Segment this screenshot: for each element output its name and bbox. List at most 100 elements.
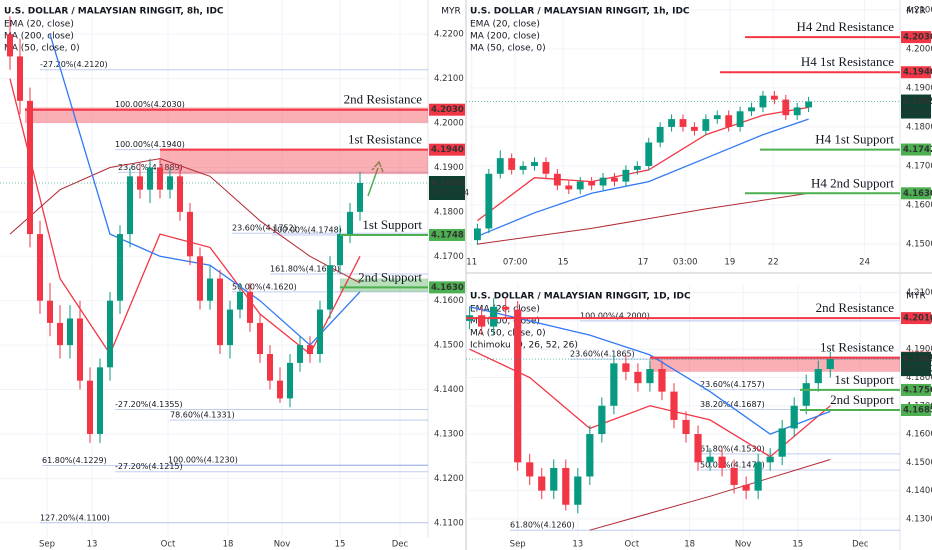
candle-body: [646, 369, 654, 384]
x-tick-label: 03:00: [673, 258, 698, 268]
currency: MYR: [906, 7, 926, 17]
level-label: H4 1st Resistance: [801, 54, 894, 69]
fib-label: 78.60%(4.1331): [170, 411, 235, 420]
y-tick-label: 4.2100: [906, 5, 932, 15]
candle-body: [473, 228, 481, 241]
candle-body: [748, 107, 755, 112]
legend-entry: Ichimoku (9, 26, 52, 26): [470, 341, 578, 351]
candle-body: [668, 119, 676, 127]
fib-label: 100.00%(4.1940): [115, 140, 185, 149]
y-tick-label: 4.1600: [434, 296, 464, 306]
y-tick-label: 4.1400: [434, 385, 464, 395]
candle-body: [357, 182, 363, 212]
x-tick-label: 18: [684, 540, 695, 550]
candle-body: [478, 315, 486, 327]
candle-body: [574, 476, 582, 505]
y-tick-label: 4.1500: [906, 240, 932, 250]
x-tick-label: Dec: [852, 540, 869, 550]
level-zone: [340, 278, 428, 292]
candle-body: [197, 256, 203, 301]
price-label: 4.1756: [903, 385, 932, 395]
level-label: H4 1st Support: [815, 132, 894, 147]
fib-label: 23.60%(4.1752): [232, 224, 297, 233]
chart-title: U.S. DOLLAR / MALAYSIAN RINGGIT, 1h, IDC: [470, 7, 690, 17]
y-tick-label: 4.2100: [434, 74, 464, 84]
y-tick-label: 4.1500: [906, 458, 932, 468]
candle-body: [237, 291, 243, 310]
legend-entry: MA (50, close, 0): [470, 44, 546, 54]
price-label: 4.1630: [431, 283, 464, 293]
price-label-box: [901, 66, 931, 79]
fib-label: 100.00%(4.2030): [115, 100, 185, 109]
candle-body: [599, 177, 607, 186]
fib-label: -27.20%(4.1355): [115, 400, 183, 409]
price-label: 4.1940: [903, 68, 932, 78]
chart-title: U.S. DOLLAR / MALAYSIAN RINGGIT, 8h, IDC: [4, 7, 224, 17]
candle-body: [634, 371, 642, 384]
level-zone: [650, 357, 900, 372]
fib-label: 50.00%(4.1473): [700, 460, 765, 469]
candle-body: [97, 367, 103, 434]
x-tick-label: 07:00: [503, 258, 528, 268]
x-tick-label: 18: [223, 540, 234, 550]
level-label: 2nd Resistance: [816, 300, 895, 315]
candle-body: [502, 306, 510, 310]
legend-entry: EMA (20, close): [470, 20, 540, 30]
candle-body: [670, 391, 678, 420]
x-tick-label: Oct: [625, 540, 640, 550]
candle-body: [508, 158, 516, 170]
candle-body: [802, 383, 810, 406]
level-label: 1st Resistance: [348, 132, 422, 147]
y-tick-label: 4.1900: [906, 83, 932, 93]
candle-body: [814, 369, 822, 384]
x-tick-label: 17: [638, 258, 649, 268]
candle-body: [725, 115, 733, 127]
candle-body: [730, 467, 738, 485]
candle-body: [565, 185, 573, 190]
candle-body: [77, 318, 83, 381]
candle-body: [287, 362, 293, 399]
fib-label: 61.80%(4.1229): [42, 456, 107, 465]
legend-entry: EMA (20, close): [4, 20, 74, 30]
candle-body: [526, 462, 534, 477]
candle-body: [622, 363, 630, 372]
candle-body: [770, 95, 778, 100]
y-tick-label: 4.1700: [906, 161, 932, 171]
candle-body: [679, 119, 687, 127]
candle-body: [782, 99, 790, 116]
candle-body: [645, 142, 653, 166]
fib-label: 61.80%(4.1260): [510, 521, 575, 530]
x-tick-label: Nov: [735, 540, 752, 550]
price-label: 4.2030: [903, 33, 932, 43]
candle-body: [167, 176, 173, 190]
countdown: 15:24: [903, 107, 928, 117]
level-zone: [25, 107, 428, 124]
candle-body: [27, 100, 33, 235]
candle-body: [702, 119, 710, 131]
candle-body: [633, 165, 641, 170]
y-tick-label: 4.2200: [434, 30, 464, 40]
level-label: 1st Support: [362, 217, 422, 232]
candle-body: [553, 173, 561, 186]
ma-line: [9, 158, 361, 284]
candle-body: [207, 278, 213, 301]
candle-body: [586, 434, 594, 477]
price-label-box: [429, 281, 465, 294]
level-label: 1st Resistance: [820, 340, 894, 355]
price-label-box: [429, 103, 465, 116]
candle-body: [267, 354, 273, 381]
x-tick-label: 24: [859, 258, 870, 268]
x-tick-label: 22: [768, 258, 779, 268]
candle-body: [754, 462, 762, 491]
candle-body: [514, 309, 522, 463]
fib-label: 100.00%(4.1748): [272, 225, 342, 234]
level-label: 2nd Support: [358, 269, 422, 284]
last-price: 4.1865: [903, 97, 932, 107]
price-label-box: [429, 143, 465, 156]
price-label: 4.2030: [431, 105, 464, 115]
candle-body: [37, 234, 43, 301]
candle-body: [550, 467, 558, 491]
fib-label: 127.20%(4.1100): [40, 513, 110, 522]
candle-body: [187, 211, 193, 257]
x-tick-label: Sep: [510, 540, 526, 550]
